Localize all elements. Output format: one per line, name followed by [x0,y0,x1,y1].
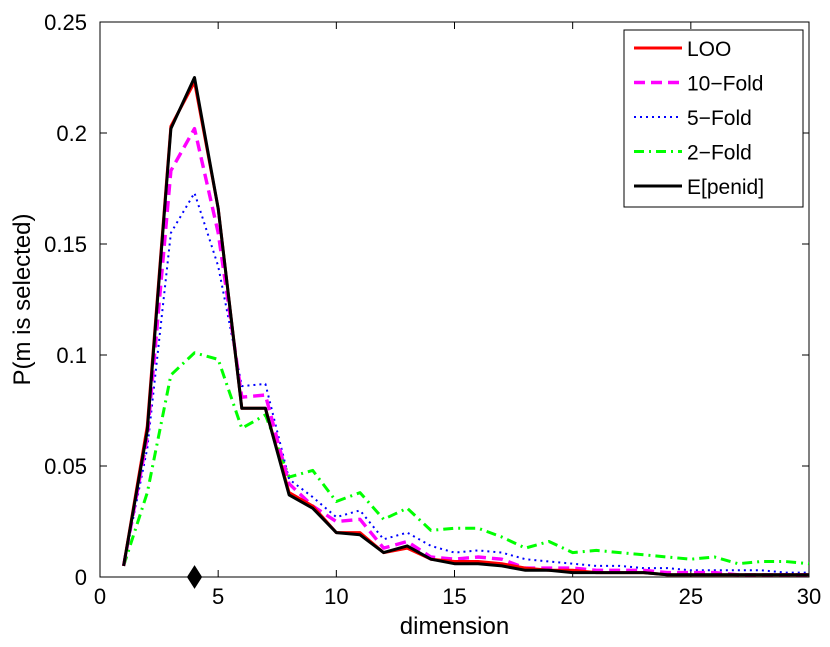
x-tick-label: 20 [560,584,584,609]
x-tick-label: 15 [442,584,466,609]
y-tick-label: 0.25 [44,10,87,35]
y-tick-label: 0.15 [44,232,87,257]
legend-entry: E[penid] [634,176,764,199]
legend: LOO 10−Fold 5−Fold 2−Fold E[penid] [623,29,804,208]
x-tick-label: 5 [212,584,224,609]
y-tick-label: 0.1 [56,343,87,368]
markers [186,565,203,589]
y-tick-label: 0.05 [44,454,87,479]
legend-label: E[penid] [687,176,764,199]
legend-entry: 5−Fold [634,107,752,130]
y-tick-label: 0.2 [56,121,87,146]
x-tick-label: 0 [94,584,106,609]
x-tick-label: 30 [797,584,821,609]
legend-label: 2−Fold [687,142,752,165]
plot-area: 0 5 10 15 20 25 30 0 0.05 0.1 0.15 0.2 0.25 [44,10,821,609]
y-axis-label: P(m is selected) [9,213,36,385]
axis-tick-labels: 0 5 10 15 20 25 30 0 0.05 0.1 0.15 0.2 0.25 [44,10,821,609]
legend-entry: 10−Fold [634,73,763,96]
series-line-2 [122,191,809,574]
x-tick-label: 25 [679,584,703,609]
legend-label: 10−Fold [687,73,763,96]
x-axis-label: dimension [400,613,509,640]
y-tick-label: 0 [75,565,87,590]
legend-entry: 2−Fold [634,142,752,165]
legend-label: 5−Fold [687,107,752,130]
x-tick-label: 10 [324,584,348,609]
legend-box [623,29,804,208]
series-line-4 [122,76,809,577]
series-line-3 [122,351,810,567]
series-line-1 [121,126,809,577]
selected-dimension-marker [186,565,203,589]
legend-label: LOO [687,38,731,61]
legend-entry: LOO [634,38,731,61]
series-lines [121,76,810,577]
